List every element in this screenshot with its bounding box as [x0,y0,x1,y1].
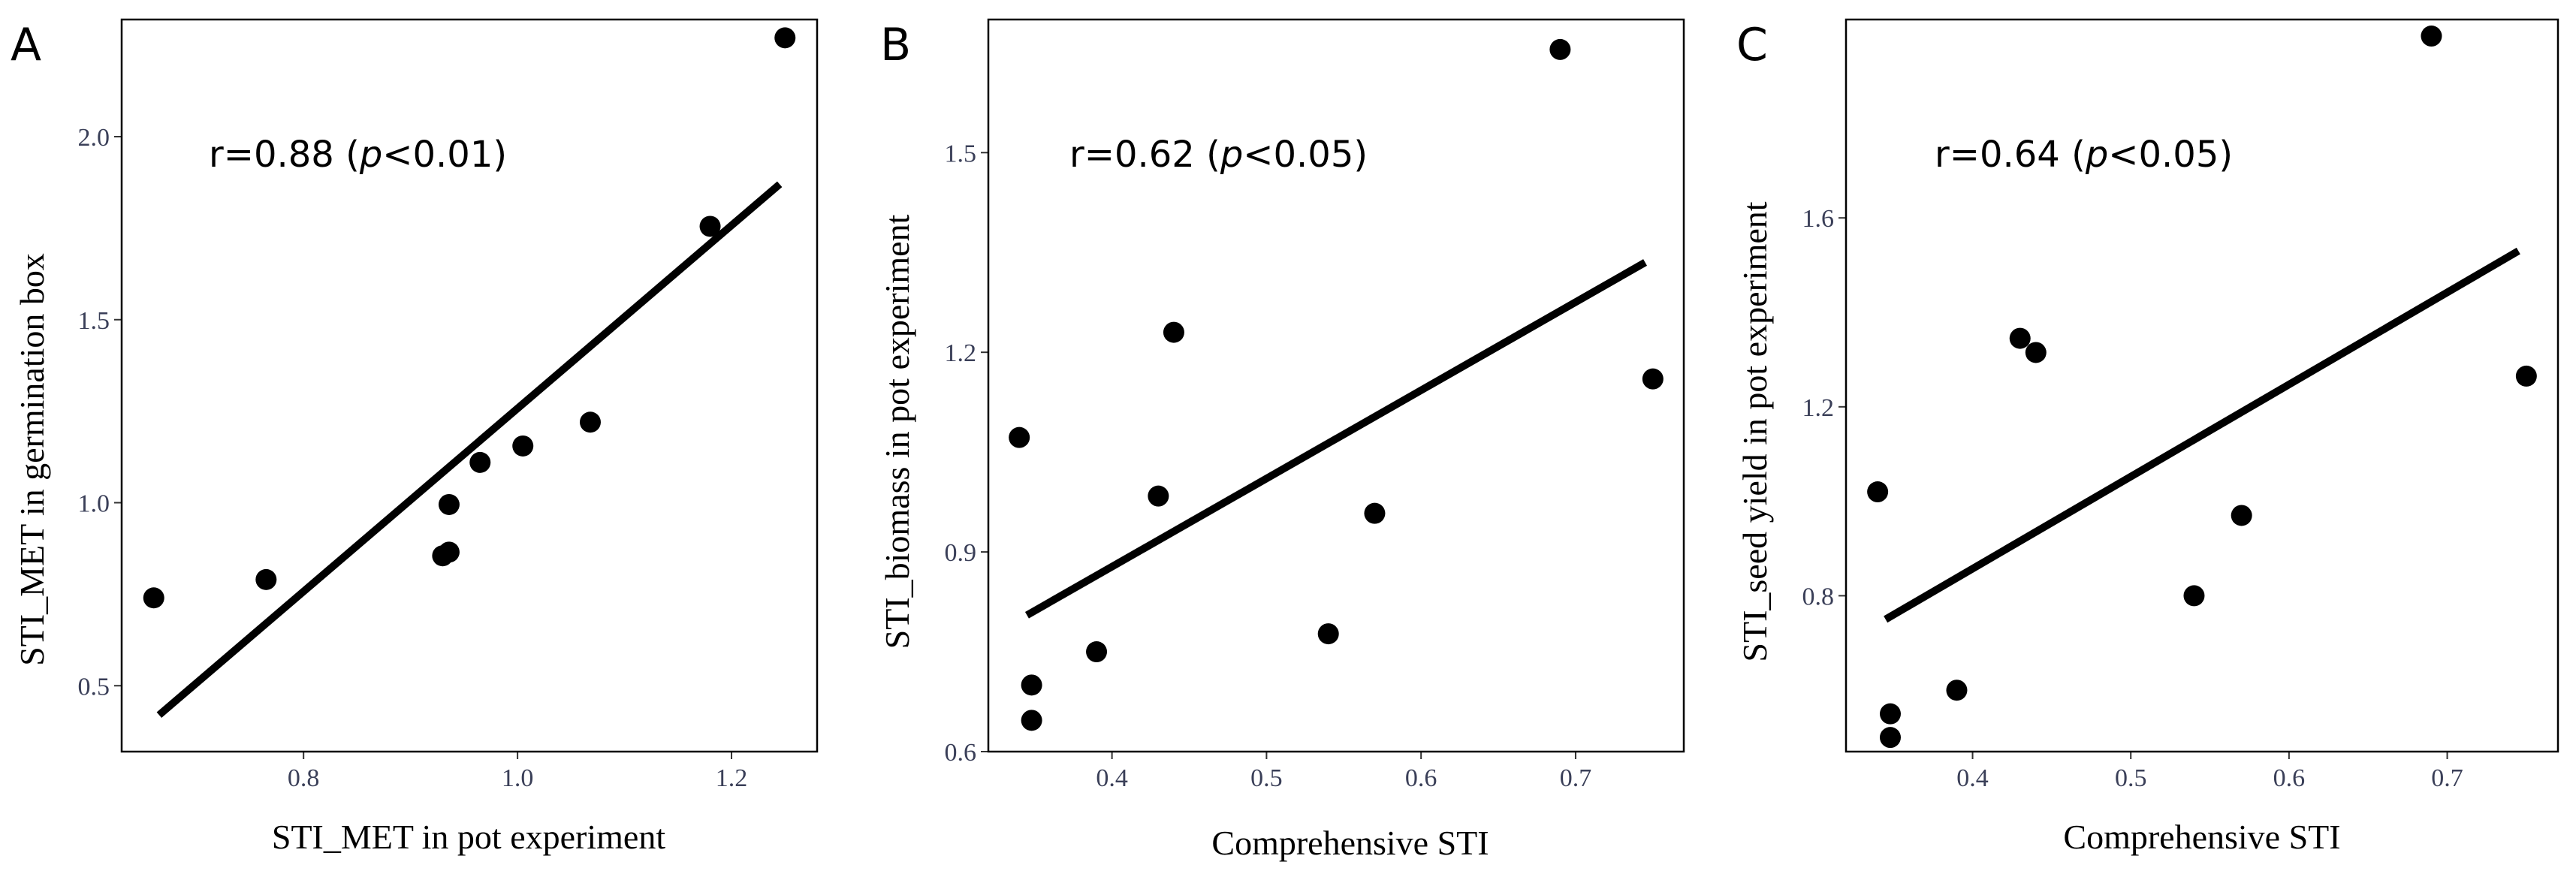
data-point [774,27,796,49]
data-point [1867,481,1889,503]
y-tick-label: 1.0 [78,490,110,518]
panel-b: B STI_biomass in pot experiment Comprehe… [878,18,1685,862]
y-tick-label: 0.5 [78,673,110,701]
data-point [2025,342,2047,363]
x-tick-label: 0.6 [2273,764,2306,792]
plot-frame [987,18,1685,753]
data-point [255,568,277,590]
y-tick-label: 0.6 [945,739,977,767]
data-point [438,493,460,515]
correlation-annotation: r=0.62 (p<0.05) [1069,134,1368,176]
panel-letter: A [11,19,41,71]
x-tick-label: 0.5 [1250,764,1283,792]
data-point [1009,426,1030,448]
x-tick-label: 1.0 [502,764,534,792]
regression-line [156,181,783,719]
data-point [1148,485,1169,507]
y-tick-label: 1.5 [945,140,977,167]
y-tick-label: 2.0 [78,124,110,152]
panel-c: C STI_seed yield in pot experiment Compr… [1736,18,2559,856]
x-tick-label: 0.4 [1096,764,1128,792]
y-tick-label: 0.8 [1802,583,1835,610]
data-point [1879,727,1901,749]
data-point [2183,585,2205,607]
plot-frame [1845,18,2559,753]
regression-line [1884,247,2520,623]
data-point [2515,365,2537,387]
data-point [512,435,534,457]
data-point [143,587,164,609]
x-tick-label: 0.6 [1405,764,1437,792]
x-tick-label: 0.4 [1956,764,1989,792]
y-tick-label: 0.9 [945,539,977,567]
data-point [1021,674,1042,696]
x-tick-label: 0.7 [1560,764,1592,792]
data-point [1642,368,1664,390]
correlation-annotation: r=0.64 (p<0.05) [1935,134,2233,176]
data-point [1549,38,1571,60]
y-tick-label: 1.5 [78,307,110,335]
y-tick-label: 1.2 [945,339,977,367]
data-point [1086,641,1108,663]
panel-letter: C [1736,19,1768,71]
x-tick-label: 1.2 [716,764,748,792]
regression-line [1024,259,1648,619]
y-axis-title: STI_biomass in pot experiment [878,214,916,649]
data-point [579,411,601,433]
data-point [1364,502,1386,524]
x-tick-label: 0.7 [2431,764,2463,792]
x-axis-title: STI_MET in pot experiment [272,818,665,856]
x-tick-label: 0.5 [2115,764,2147,792]
y-axis-title: STI_seed yield in pot experiment [1736,201,1774,662]
data-point [1317,623,1339,645]
plot-frame [120,18,819,753]
data-point [469,451,491,473]
data-point [699,215,721,237]
data-point [2009,327,2031,349]
x-axis-title: Comprehensive STI [1211,824,1489,862]
x-tick-label: 0.8 [288,764,320,792]
data-point [1021,710,1042,731]
data-point [1879,703,1901,725]
panel-letter: B [880,19,911,71]
data-point [2421,26,2442,47]
panel-a: A STI_MET in germination box STI_MET in … [11,18,819,856]
data-point [438,541,460,563]
correlation-annotation: r=0.88 (p<0.01) [209,134,507,176]
y-tick-label: 1.6 [1802,205,1835,233]
x-axis-title: Comprehensive STI [2063,818,2340,856]
y-tick-label: 1.2 [1802,394,1835,422]
data-point [1946,680,1968,701]
data-point [2231,505,2252,526]
y-axis-title: STI_MET in germination box [13,253,51,666]
data-point [1163,321,1184,343]
